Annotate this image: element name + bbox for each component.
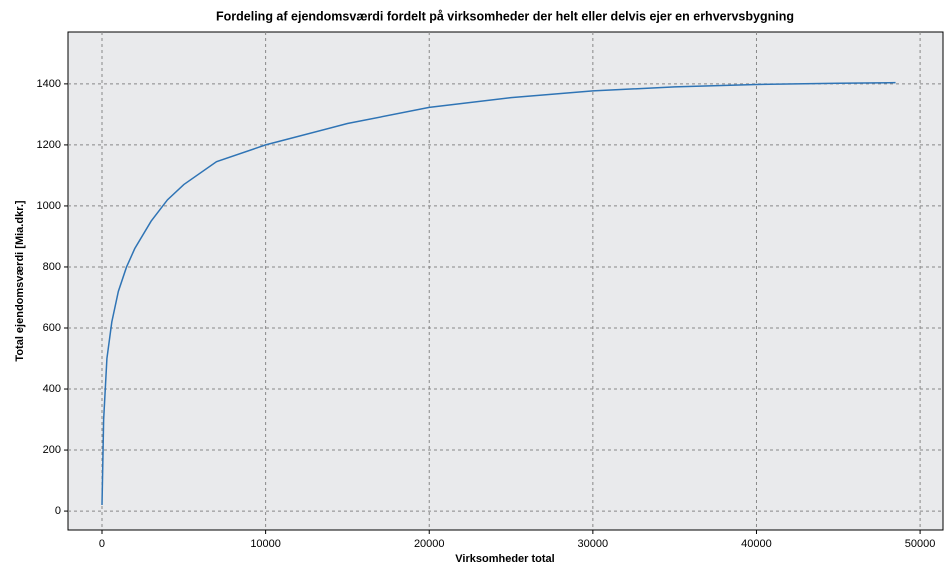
x-tick-label: 30000 <box>578 538 609 550</box>
x-tick-label: 50000 <box>905 538 936 550</box>
y-tick-label: 1400 <box>37 78 61 90</box>
y-tick-label: 800 <box>43 261 61 273</box>
y-tick-label: 200 <box>43 444 61 456</box>
plot-area <box>67 31 944 531</box>
chart-title: Fordeling af ejendomsværdi fordelt på vi… <box>216 9 794 23</box>
x-tick-label: 10000 <box>250 538 281 550</box>
x-tick-label: 0 <box>99 538 105 550</box>
y-tick-label: 600 <box>43 322 61 334</box>
x-axis-label: Virksomheder total <box>455 553 554 565</box>
x-tick-label: 40000 <box>741 538 772 550</box>
y-tick-label: 0 <box>55 505 61 517</box>
y-axis-label: Total ejendomsværdi [Mia.dkr.] <box>14 200 26 361</box>
x-tick-label: 20000 <box>414 538 445 550</box>
y-tick-label: 1000 <box>37 200 61 212</box>
y-tick-label: 400 <box>43 383 61 395</box>
line <box>101 81 896 505</box>
y-tick-label: 1200 <box>37 139 61 151</box>
